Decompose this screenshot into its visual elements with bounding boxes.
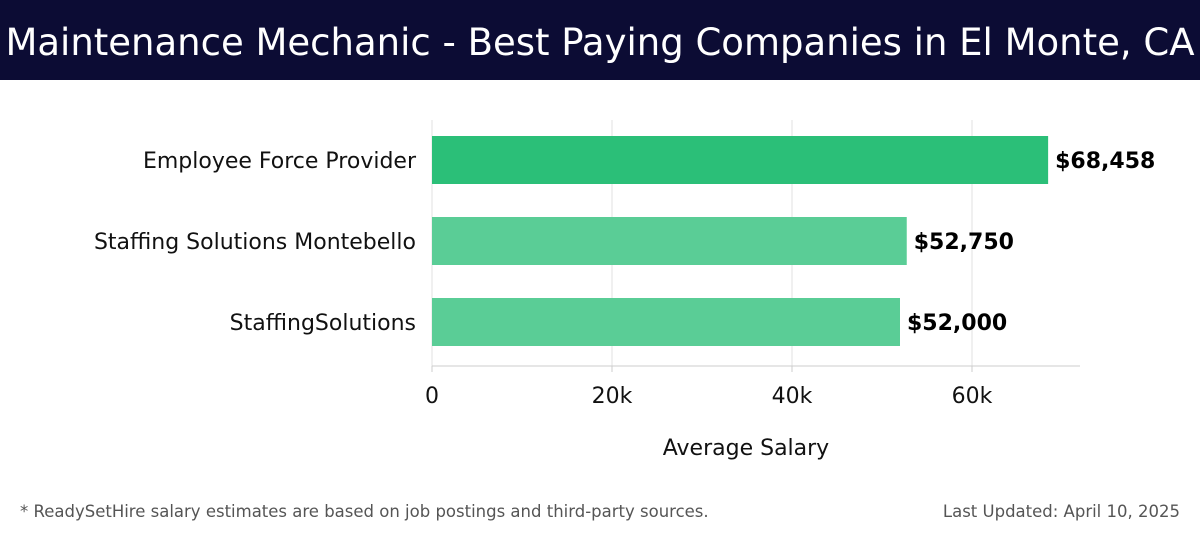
category-label: StaffingSolutions [230, 311, 416, 336]
value-label: $52,750 [914, 230, 1014, 255]
bar [432, 136, 1049, 184]
chart-title: Maintenance Mechanic - Best Paying Compa… [5, 21, 1195, 64]
title-bar [0, 0, 1200, 80]
last-updated: Last Updated: April 10, 2025 [942, 502, 1180, 521]
bar-layer [432, 136, 1049, 346]
x-tick-label: 40k [772, 384, 813, 409]
bar-chart: 0 20k 40k 60k Average Salary Employee Force … [94, 120, 1155, 461]
bar [432, 298, 900, 346]
footer-note: * ReadySetHire salary estimates are base… [20, 502, 709, 521]
x-tick-label: 20k [592, 384, 633, 409]
x-axis-title: Average Salary [663, 436, 829, 461]
category-label: Employee Force Provider [143, 149, 417, 174]
axis-layer: 0 20k 40k 60k Average Salary [425, 365, 1080, 461]
value-label: $68,458 [1055, 149, 1155, 174]
value-label: $52,000 [907, 311, 1007, 336]
category-label: Staffing Solutions Montebello [94, 230, 416, 255]
x-tick-label: 0 [425, 384, 439, 409]
bar [432, 217, 907, 265]
x-tick-label: 60k [952, 384, 993, 409]
label-layer: Employee Force Provider $68,458 Staffing S… [94, 149, 1155, 336]
